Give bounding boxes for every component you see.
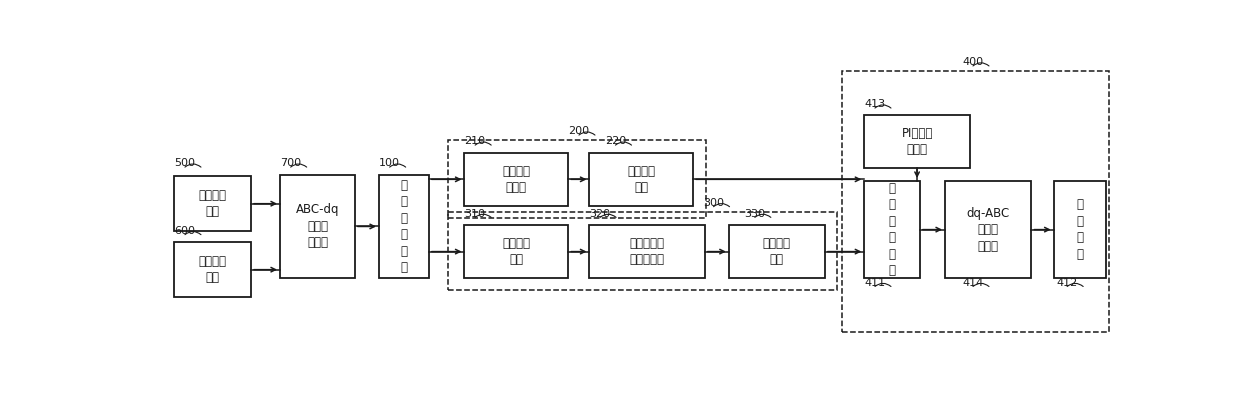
- Text: 320: 320: [589, 208, 610, 219]
- Bar: [379, 175, 429, 278]
- Text: 积分调节
单元: 积分调节 单元: [763, 237, 791, 266]
- Bar: [864, 115, 970, 169]
- Text: 400: 400: [962, 57, 983, 67]
- Text: PI参数辨
识单元: PI参数辨 识单元: [901, 127, 932, 156]
- Text: 412: 412: [1056, 278, 1078, 288]
- Text: 300: 300: [703, 198, 724, 208]
- Bar: [448, 140, 706, 217]
- Text: 200: 200: [568, 126, 589, 136]
- Bar: [864, 181, 920, 278]
- Bar: [448, 212, 837, 290]
- Bar: [1054, 181, 1106, 278]
- Text: 210: 210: [465, 136, 486, 146]
- Text: 幅值检测
单元: 幅值检测 单元: [502, 237, 531, 266]
- Text: 相位计算
单元: 相位计算 单元: [627, 164, 655, 194]
- Text: dq-ABC
坐标变
换单元: dq-ABC 坐标变 换单元: [966, 206, 1009, 253]
- Bar: [589, 153, 693, 206]
- Text: 414: 414: [962, 278, 983, 288]
- Bar: [945, 181, 1032, 278]
- Text: 电
流
调
节
单
元: 电 流 调 节 单 元: [889, 182, 895, 277]
- Bar: [842, 71, 1110, 332]
- Text: 下垂无功功
率计算单元: 下垂无功功 率计算单元: [630, 237, 665, 266]
- Text: 功
率
计
算
模
块: 功 率 计 算 模 块: [401, 179, 408, 274]
- Text: 角频率计
算单元: 角频率计 算单元: [502, 164, 531, 194]
- Bar: [174, 242, 250, 297]
- Text: 220: 220: [605, 136, 626, 146]
- Bar: [729, 225, 825, 278]
- Bar: [280, 175, 355, 278]
- Text: 413: 413: [864, 99, 885, 109]
- Text: 电压采集
模块: 电压采集 模块: [198, 189, 227, 218]
- Bar: [174, 176, 250, 231]
- Text: ABC-dq
坐标变
换模块: ABC-dq 坐标变 换模块: [295, 204, 340, 249]
- Text: 330: 330: [744, 208, 765, 219]
- Bar: [465, 225, 568, 278]
- Text: 700: 700: [280, 158, 301, 169]
- Text: 500: 500: [174, 158, 195, 169]
- Text: 100: 100: [379, 158, 401, 169]
- Text: 411: 411: [864, 278, 885, 288]
- Text: 电流采集
模块: 电流采集 模块: [198, 255, 227, 284]
- Text: 310: 310: [465, 208, 485, 219]
- Text: 控
制
单
元: 控 制 单 元: [1076, 198, 1084, 261]
- Bar: [589, 225, 704, 278]
- Text: 600: 600: [174, 226, 195, 236]
- Bar: [465, 153, 568, 206]
